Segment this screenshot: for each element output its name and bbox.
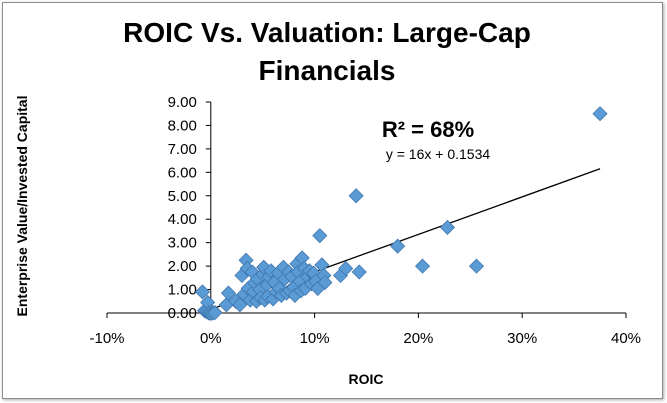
- data-point: [317, 274, 333, 291]
- chart-title-line-2: Financials: [259, 55, 396, 86]
- chart-title-line-1: ROIC Vs. Valuation: Large-Cap: [123, 17, 531, 48]
- y-tick-label: 6.00: [168, 164, 197, 181]
- data-points: [194, 106, 608, 322]
- y-tick-label: 5.00: [168, 188, 197, 205]
- axes: 0.00 1.00 2.00 3.00 4.00 5.00 6.00 7.00 8.00 9.00…: [89, 94, 641, 347]
- data-point: [220, 285, 237, 301]
- data-point: [390, 238, 406, 254]
- y-tick-label: 2.00: [168, 258, 197, 275]
- data-point: [351, 264, 367, 280]
- y-tick-label: 4.00: [168, 211, 197, 228]
- x-tick-label: 30%: [507, 330, 537, 347]
- chart-frame: [2, 2, 663, 399]
- data-point: [194, 284, 211, 300]
- trendline-equation: y = 16x + 0.1534: [386, 146, 491, 162]
- data-point: [468, 258, 485, 274]
- data-point: [338, 260, 354, 277]
- x-tick-label: -10%: [89, 330, 124, 347]
- x-tick-label: 0%: [200, 330, 222, 347]
- y-tick-label: 7.00: [168, 141, 197, 158]
- x-axis-label: ROIC: [349, 371, 384, 387]
- r-squared-label: R² = 68%: [382, 117, 474, 142]
- y-tick-label: 8.00: [168, 117, 197, 134]
- data-point: [232, 297, 248, 313]
- y-axis-label: Enterprise Value/Invested Capital: [14, 96, 30, 317]
- data-point: [207, 304, 223, 321]
- data-point: [592, 106, 608, 122]
- y-tick-label: 9.00: [168, 94, 197, 111]
- data-point: [312, 228, 328, 244]
- y-tick-label: 0.00: [168, 305, 197, 322]
- y-tick-label: 3.00: [168, 235, 197, 252]
- y-tick-label: 1.00: [168, 282, 197, 299]
- x-tick-label: 40%: [611, 330, 641, 347]
- data-point: [348, 188, 364, 204]
- data-point: [414, 258, 431, 274]
- x-tick-label: 20%: [403, 330, 433, 347]
- x-tick-label: 10%: [300, 330, 330, 347]
- data-point: [439, 219, 456, 235]
